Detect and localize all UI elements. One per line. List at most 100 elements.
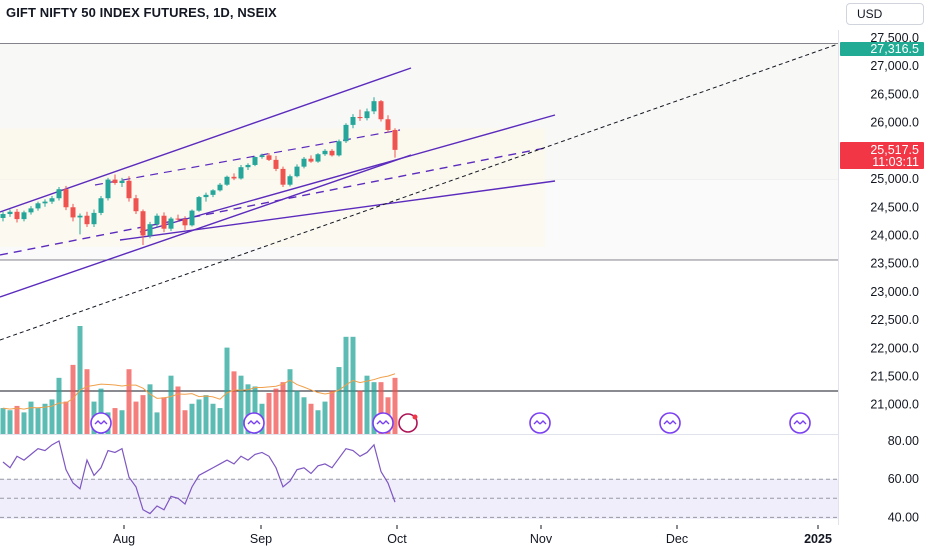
candle-body [245, 164, 251, 168]
symbol-title[interactable]: GIFT NIFTY 50 INDEX FUTURES, 1D, NSEIX [6, 5, 277, 20]
candlestick-series[interactable] [0, 97, 398, 246]
event-marker-ring [789, 412, 811, 434]
rsi-band [0, 479, 838, 519]
volume-bar [98, 388, 104, 434]
rsi-indicator[interactable] [0, 440, 838, 518]
candle-body [371, 101, 377, 112]
price-tick-label: 26,000.0 [870, 116, 919, 130]
price-badges: 27,316.5 25,517.511:03:11 [840, 42, 924, 169]
event-marker-icon[interactable] [243, 412, 265, 434]
candle-body [294, 166, 300, 177]
event-marker-icon[interactable] [789, 412, 811, 434]
volume-bar [217, 408, 223, 434]
volume-bar [84, 369, 90, 434]
candle-body [350, 116, 356, 125]
price-tick-label: 21,000.0 [870, 398, 919, 412]
candle-body [252, 157, 258, 165]
volume-bar [224, 347, 230, 434]
time-tick-label: Nov [530, 532, 553, 546]
time-axis[interactable]: Aug Sep Oct Nov Dec 2025 [113, 525, 832, 546]
volume-bar [14, 405, 20, 434]
time-tick-label: 2025 [804, 532, 832, 546]
volume-bar [189, 403, 195, 434]
volume-bar [231, 371, 237, 434]
volume-bar [210, 403, 216, 434]
volume-bar [371, 382, 377, 434]
candle-body [161, 215, 167, 229]
volume-bar [21, 412, 27, 434]
event-marker-icon[interactable] [529, 412, 551, 434]
channel-mid [0, 147, 546, 256]
candle-body [126, 180, 132, 199]
inner-dash [94, 129, 401, 186]
volume-bar [49, 399, 55, 434]
candle-body [14, 211, 20, 220]
event-marker-arrows [533, 420, 547, 425]
candle-body [28, 208, 34, 213]
rsi-tick-label: 80.00 [888, 434, 919, 448]
rsi-axis[interactable]: 80.00 60.00 40.00 [888, 434, 919, 524]
volume-bar [161, 397, 167, 434]
last-high-badge-text: 27,316.5 [870, 42, 919, 56]
candle-body [70, 207, 76, 218]
channel-upper [0, 67, 412, 213]
dividend-marker-icon [398, 413, 418, 433]
price-tick-label: 21,500.0 [870, 370, 919, 384]
price-tick-label: 22,000.0 [870, 341, 919, 355]
volume-bar [266, 392, 272, 434]
event-marker-arrows [247, 420, 261, 425]
rsi-line [2, 440, 396, 515]
candle-body [133, 198, 139, 212]
time-tick-label: Dec [666, 532, 688, 546]
event-marker-ring [243, 412, 265, 434]
currency-selector[interactable]: USD [846, 3, 924, 25]
candle-body [0, 214, 6, 218]
candle-body [217, 184, 223, 191]
volume-bar [196, 399, 202, 434]
event-marker-ring [529, 412, 551, 434]
event-marker-ring [372, 412, 394, 434]
candle-body [224, 176, 230, 185]
candle-body [378, 101, 384, 120]
candle-body [7, 211, 13, 215]
volume-bar [7, 410, 13, 434]
rsi-tick-label: 60.00 [888, 472, 919, 486]
trend-drawings[interactable] [0, 43, 839, 341]
volume-bar [28, 401, 34, 434]
volume-bar [42, 403, 48, 434]
wedge-upper [139, 114, 556, 233]
price-tick-label: 23,000.0 [870, 285, 919, 299]
candle-body [168, 218, 174, 229]
event-marker-icon[interactable] [372, 412, 394, 434]
event-marker-icon[interactable] [90, 412, 112, 434]
volume-bar [63, 401, 69, 434]
price-tick-label: 22,500.0 [870, 313, 919, 327]
candle-body [189, 210, 195, 226]
volume-ma-line [2, 373, 396, 410]
price-tick-label: 25,000.0 [870, 172, 919, 186]
wedge-lower [119, 180, 556, 241]
price-tick-label: 24,500.0 [870, 200, 919, 214]
volume-bars [0, 326, 398, 434]
volume-bar [203, 395, 209, 434]
candle-body [49, 198, 55, 202]
price-tick-label: 23,500.0 [870, 257, 919, 271]
candle-body [259, 155, 265, 158]
candle-body [329, 150, 335, 156]
candle-body [273, 159, 279, 169]
candle-body [308, 158, 314, 162]
dividend-dot [412, 414, 418, 420]
candle-body [182, 219, 188, 226]
candle-body [238, 167, 244, 179]
price-axis[interactable]: 27,500.027,000.026,500.026,000.025,500.0… [870, 31, 919, 412]
candle-body [210, 190, 216, 195]
candle-body [357, 116, 363, 119]
event-marker-icon[interactable] [659, 412, 681, 434]
volume-bar [308, 403, 314, 434]
candle-body [266, 155, 272, 160]
event-marker-arrows [663, 420, 677, 425]
event-markers[interactable] [90, 412, 811, 434]
volume-bar [238, 375, 244, 434]
candle-body [63, 189, 69, 208]
